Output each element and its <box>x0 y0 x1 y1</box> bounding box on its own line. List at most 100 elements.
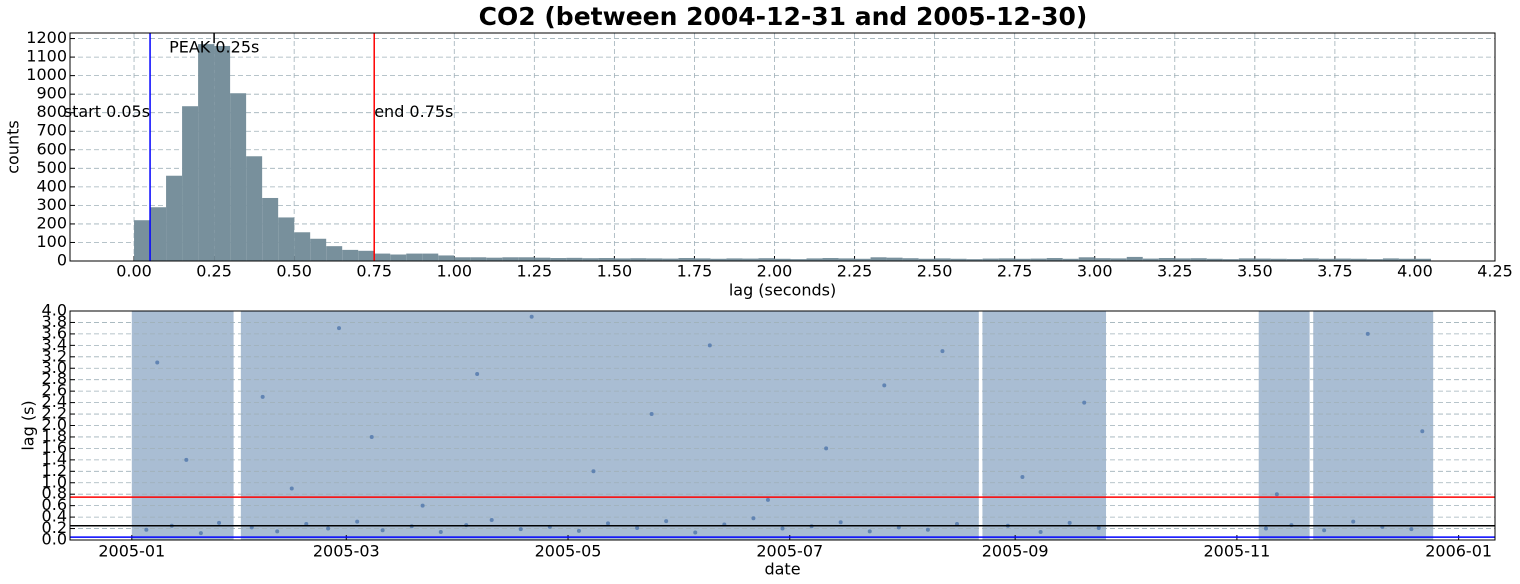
bar <box>870 257 887 261</box>
bar <box>1078 257 1095 261</box>
x-tick-label: 2.50 <box>917 262 953 281</box>
point <box>198 531 203 536</box>
peak-label: PEAK 0.25s <box>169 37 259 56</box>
y-tick-label: 1.4 <box>42 449 67 468</box>
x-tick-label: 3.50 <box>1237 262 1273 281</box>
bar <box>790 259 807 261</box>
marker-label: start 0.05s <box>64 102 150 121</box>
point <box>606 521 611 526</box>
point <box>635 525 640 530</box>
y-tick-label: 1.2 <box>42 461 67 480</box>
point <box>925 527 930 532</box>
y-tick-label: 3.2 <box>42 346 67 365</box>
point <box>882 383 887 388</box>
bar <box>1254 258 1271 261</box>
point <box>1322 528 1327 533</box>
bar <box>630 258 647 261</box>
bar <box>1238 258 1255 261</box>
bar <box>1158 258 1175 261</box>
bar <box>614 258 631 261</box>
bar <box>534 257 551 261</box>
bar <box>326 246 343 261</box>
bar <box>726 258 743 261</box>
x-tick-label: 0.25 <box>196 262 232 281</box>
bar <box>1142 258 1159 261</box>
x-tick-label: 3.00 <box>1077 262 1113 281</box>
y-tick-label: 0.0 <box>42 530 67 549</box>
bar <box>502 257 519 261</box>
y-tick-label: 100 <box>36 232 67 251</box>
bar <box>150 207 167 261</box>
bar <box>838 258 855 261</box>
point <box>649 412 654 417</box>
x-tick-label: 1.75 <box>677 262 713 281</box>
bar <box>1318 258 1335 261</box>
marker-label: end 0.75s <box>374 102 453 121</box>
y-tick-label: 2.8 <box>42 369 67 388</box>
bar <box>1206 258 1223 261</box>
point <box>475 371 480 376</box>
bar <box>470 257 487 261</box>
point <box>355 519 360 524</box>
point <box>1420 429 1425 434</box>
bar <box>134 220 151 261</box>
bar <box>1126 256 1143 261</box>
x-tick-label: 2005-03 <box>313 542 380 561</box>
bar <box>1398 258 1415 261</box>
bar <box>374 253 391 261</box>
y-tick-label: 3.4 <box>42 335 67 354</box>
x-tick-label: 2.00 <box>757 262 793 281</box>
bar <box>1382 258 1399 261</box>
x-tick-label: 2005-09 <box>982 542 1049 561</box>
y-tick-label: 800 <box>36 102 67 121</box>
y-tick-label: 0.2 <box>42 518 67 537</box>
x-tick-label: 2.25 <box>837 262 873 281</box>
bar <box>214 45 231 261</box>
y-tick-label: 0 <box>57 251 67 270</box>
x-tick-label: 1.50 <box>597 262 633 281</box>
bar <box>854 258 871 261</box>
x-tick-label: 0.00 <box>116 262 152 281</box>
bar <box>934 258 951 261</box>
point <box>707 343 712 348</box>
point <box>1351 519 1356 524</box>
point <box>217 520 222 525</box>
y-tick-label: 400 <box>36 176 67 195</box>
bar <box>758 258 775 261</box>
bar <box>198 44 215 262</box>
point <box>380 528 385 533</box>
point <box>1409 527 1414 532</box>
point <box>518 527 523 532</box>
bar <box>1094 258 1111 261</box>
bar <box>1046 258 1063 261</box>
point <box>838 520 843 525</box>
point <box>765 497 770 502</box>
x-tick-label: 2005-01 <box>98 542 165 561</box>
bar <box>582 258 599 261</box>
bar <box>454 257 471 261</box>
data-span <box>1258 311 1310 540</box>
point <box>144 527 149 532</box>
y-tick-label: 600 <box>36 139 67 158</box>
point <box>591 469 596 474</box>
point <box>664 519 669 524</box>
bar <box>918 258 935 261</box>
bar <box>406 253 423 261</box>
y-tick-label: 0.6 <box>42 495 67 514</box>
point <box>780 526 785 531</box>
bar <box>182 106 199 261</box>
x-tick-label: 4.25 <box>1477 262 1513 281</box>
bar <box>806 258 823 261</box>
plot-frame <box>69 310 1496 541</box>
point <box>369 434 374 439</box>
x-tick-label: 2005-11 <box>1203 542 1270 561</box>
bar <box>1062 258 1079 261</box>
data-span <box>1313 311 1434 540</box>
point <box>751 516 756 521</box>
x-tick-label: 0.75 <box>356 262 392 281</box>
y-tick-label: 1.6 <box>42 438 67 457</box>
x-axis-label: lag (seconds) <box>729 281 836 300</box>
bar <box>1190 258 1207 261</box>
